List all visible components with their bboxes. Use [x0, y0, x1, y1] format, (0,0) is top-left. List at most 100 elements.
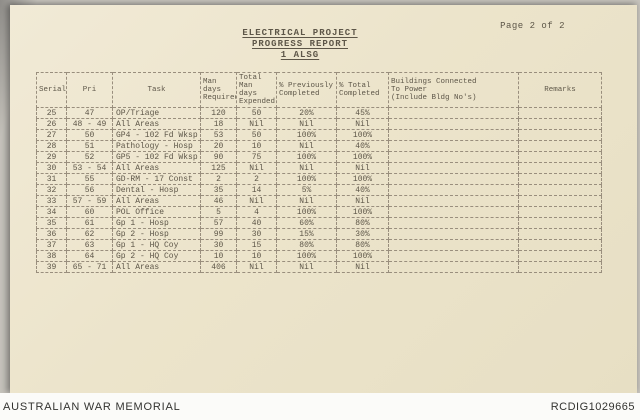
table-cell	[518, 239, 602, 251]
col-header-mandays-required: Man days Required	[200, 72, 237, 108]
table-cell: Nil	[336, 118, 389, 130]
table-row: 38 64 Gp 2 - HQ Coy 10 10 100% 100%	[36, 250, 602, 262]
table-cell: 34	[36, 206, 67, 218]
title-line-2: PROGRESS REPORT	[251, 39, 348, 49]
table-cell: 40%	[336, 140, 389, 152]
table-cell: 37	[36, 239, 67, 251]
table-cell: 100%	[276, 173, 337, 185]
table-cell: 125	[200, 162, 237, 174]
col-header-mandays-expended: Total Man days Expended	[236, 72, 277, 108]
table-cell: 50	[236, 129, 277, 141]
table-cell: 40	[236, 217, 277, 229]
archive-name-label: AUSTRALIAN WAR MEMORIAL	[3, 400, 181, 413]
table-cell: Gp 2 - Hosp	[112, 228, 201, 240]
table-cell: Nil	[276, 140, 337, 152]
table-cell	[518, 140, 602, 152]
table-cell: 56	[66, 184, 113, 196]
table-cell: 63	[66, 239, 113, 251]
col-header-previously-completed: % Previously Completed	[276, 72, 337, 108]
table-cell: 100%	[336, 129, 389, 141]
table-cell: 18	[200, 118, 237, 130]
table-cell: 10	[236, 250, 277, 262]
col-header-total-completed: % Total Completed	[336, 72, 389, 108]
table-cell: 31	[36, 173, 67, 185]
table-cell: 48 - 49	[66, 118, 113, 130]
table-cell: 50	[236, 107, 277, 119]
table-cell	[518, 250, 602, 262]
table-cell	[388, 129, 519, 141]
table-cell: Nil	[336, 195, 389, 207]
table-header-row: Serial Pri Task Man days Required Total …	[36, 72, 602, 108]
table-cell: GP5 - 102 Fd Wksp	[112, 151, 201, 163]
table-cell	[388, 151, 519, 163]
table-cell: 47	[66, 107, 113, 119]
table-cell: GD-RM - 17 Const	[112, 173, 201, 185]
table-cell: 100%	[336, 151, 389, 163]
table-cell	[388, 184, 519, 196]
table-row: 26 48 - 49 All Areas 18 Nil Nil Nil	[36, 118, 602, 130]
col-header-buildings-connected: Buildings Connected To Power (Include Bl…	[388, 72, 519, 108]
table-cell: 45%	[336, 107, 389, 119]
table-cell: 53	[200, 129, 237, 141]
table-cell: 406	[200, 261, 237, 273]
table-cell	[518, 195, 602, 207]
table-cell: 14	[236, 184, 277, 196]
table-cell: All Areas	[112, 261, 201, 273]
table-cell: 30	[36, 162, 67, 174]
table-cell: 65 - 71	[66, 261, 113, 273]
table-cell: 50	[66, 129, 113, 141]
table-cell: 60	[66, 206, 113, 218]
table-cell: 26	[36, 118, 67, 130]
table-cell	[388, 217, 519, 229]
table-cell	[518, 162, 602, 174]
table-header: Serial Pri Task Man days Required Total …	[36, 72, 602, 108]
table-cell	[518, 228, 602, 240]
table-cell	[518, 206, 602, 218]
table-cell	[518, 261, 602, 273]
table-cell: 100%	[276, 129, 337, 141]
table-cell: 35	[36, 217, 67, 229]
table-row: 32 56 Dental - Hosp 35 14 5% 40%	[36, 184, 602, 196]
table-cell	[518, 118, 602, 130]
table-cell: 100%	[336, 206, 389, 218]
table-cell: 61	[66, 217, 113, 229]
table-cell	[388, 118, 519, 130]
table-cell: All Areas	[112, 162, 201, 174]
table-row: 35 61 Gp 1 - Hosp 57 40 60% 80%	[36, 217, 602, 229]
table-body: 25 47 OP/Triage 120 50 20% 45% 26 48 - 49 All Are…	[36, 107, 602, 273]
table-cell: 52	[66, 151, 113, 163]
table-cell: Pathology - Hosp	[112, 140, 201, 152]
table-row: 28 51 Pathology - Hosp 20 10 Nil 40%	[36, 140, 602, 152]
table-cell: 80%	[336, 217, 389, 229]
table-cell: 100%	[336, 250, 389, 262]
table-cell: 64	[66, 250, 113, 262]
table-cell: 20	[200, 140, 237, 152]
table-cell: 100%	[276, 206, 337, 218]
table-cell: 25	[36, 107, 67, 119]
table-row: 25 47 OP/Triage 120 50 20% 45%	[36, 107, 602, 119]
table-cell: 5%	[276, 184, 337, 196]
table-cell	[388, 107, 519, 119]
title-line-1: ELECTRICAL PROJECT	[242, 28, 358, 38]
table-cell: Nil	[336, 261, 389, 273]
table-cell: 32	[36, 184, 67, 196]
table-row: 39 65 - 71 All Areas 406 Nil Nil Nil	[36, 261, 602, 273]
table-row: 30 53 - 54 All Areas 125 Nil Nil Nil	[36, 162, 602, 174]
table-cell: All Areas	[112, 118, 201, 130]
table-cell: 51	[66, 140, 113, 152]
table-cell: 38	[36, 250, 67, 262]
table-cell	[388, 228, 519, 240]
table-cell: 36	[36, 228, 67, 240]
table-cell: 28	[36, 140, 67, 152]
document-title: ELECTRICAL PROJECT PROGRESS REPORT 1 ALS…	[10, 28, 590, 61]
table-row: 29 52 GP5 - 102 Fd Wksp 90 75 100% 100%	[36, 151, 602, 163]
table-cell: 15	[236, 239, 277, 251]
page-number-label: Page 2 of 2	[500, 21, 565, 31]
col-header-pri: Pri	[66, 72, 113, 108]
col-header-serial: Serial	[36, 72, 67, 108]
table-cell: 99	[200, 228, 237, 240]
table-cell: 57	[200, 217, 237, 229]
table-cell: All Areas	[112, 195, 201, 207]
table-cell: 2	[200, 173, 237, 185]
